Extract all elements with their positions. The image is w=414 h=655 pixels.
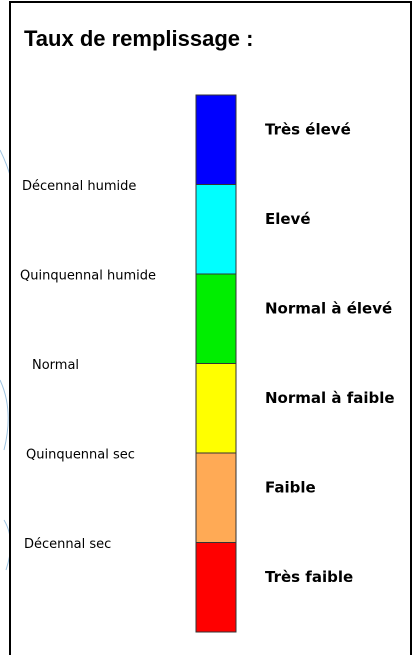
color-swatch (195, 452, 237, 543)
level-label: Très élevé (265, 120, 351, 138)
color-swatch (195, 542, 237, 633)
threshold-label: Normal (32, 358, 79, 373)
level-label: Très faible (265, 568, 353, 586)
threshold-label: Décennal humide (22, 179, 136, 194)
color-swatch (195, 184, 237, 275)
level-label: Elevé (265, 210, 311, 228)
level-label: Normal à faible (265, 389, 395, 407)
color-swatch (195, 363, 237, 454)
threshold-label: Quinquennal humide (20, 269, 156, 284)
color-swatch (195, 94, 237, 185)
level-label: Normal à élevé (265, 299, 392, 317)
color-swatch (195, 273, 237, 364)
threshold-label: Quinquennal sec (26, 448, 135, 463)
level-label: Faible (265, 478, 316, 496)
legend-title: Taux de remplissage : (24, 26, 253, 51)
threshold-label: Décennal sec (24, 537, 111, 552)
